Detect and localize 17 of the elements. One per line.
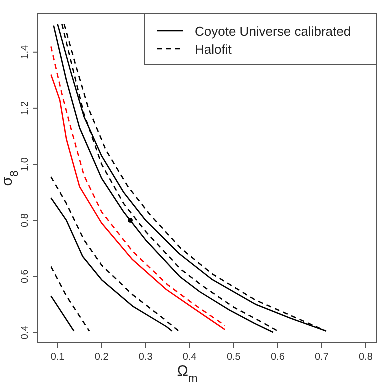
x-tick-label: 0.5 — [226, 352, 242, 363]
x-tick-label: 0.1 — [50, 352, 66, 363]
x-tick-label: 0.7 — [315, 352, 330, 363]
legend-label: Halofit — [195, 42, 232, 57]
x-tick-label: 0.4 — [182, 352, 198, 363]
y-tick-label: 0.6 — [20, 269, 31, 284]
x-tick-label: 0.8 — [359, 352, 374, 363]
y-tick-label: 0.8 — [20, 213, 31, 228]
y-tick-label: 1.4 — [20, 45, 31, 60]
legend-label: Coyote Universe calibrated — [195, 24, 352, 39]
y-tick-label: 0.4 — [20, 325, 31, 340]
x-tick-label: 0.2 — [94, 352, 110, 363]
x-axis-title: Ω$_{m}$ — [177, 363, 198, 382]
y-tick-label: 1.0 — [20, 157, 31, 172]
x-tick-label: 0.3 — [138, 352, 154, 363]
x-tick-label: 0.6 — [270, 352, 286, 363]
y-tick-label: 1.2 — [20, 101, 31, 116]
